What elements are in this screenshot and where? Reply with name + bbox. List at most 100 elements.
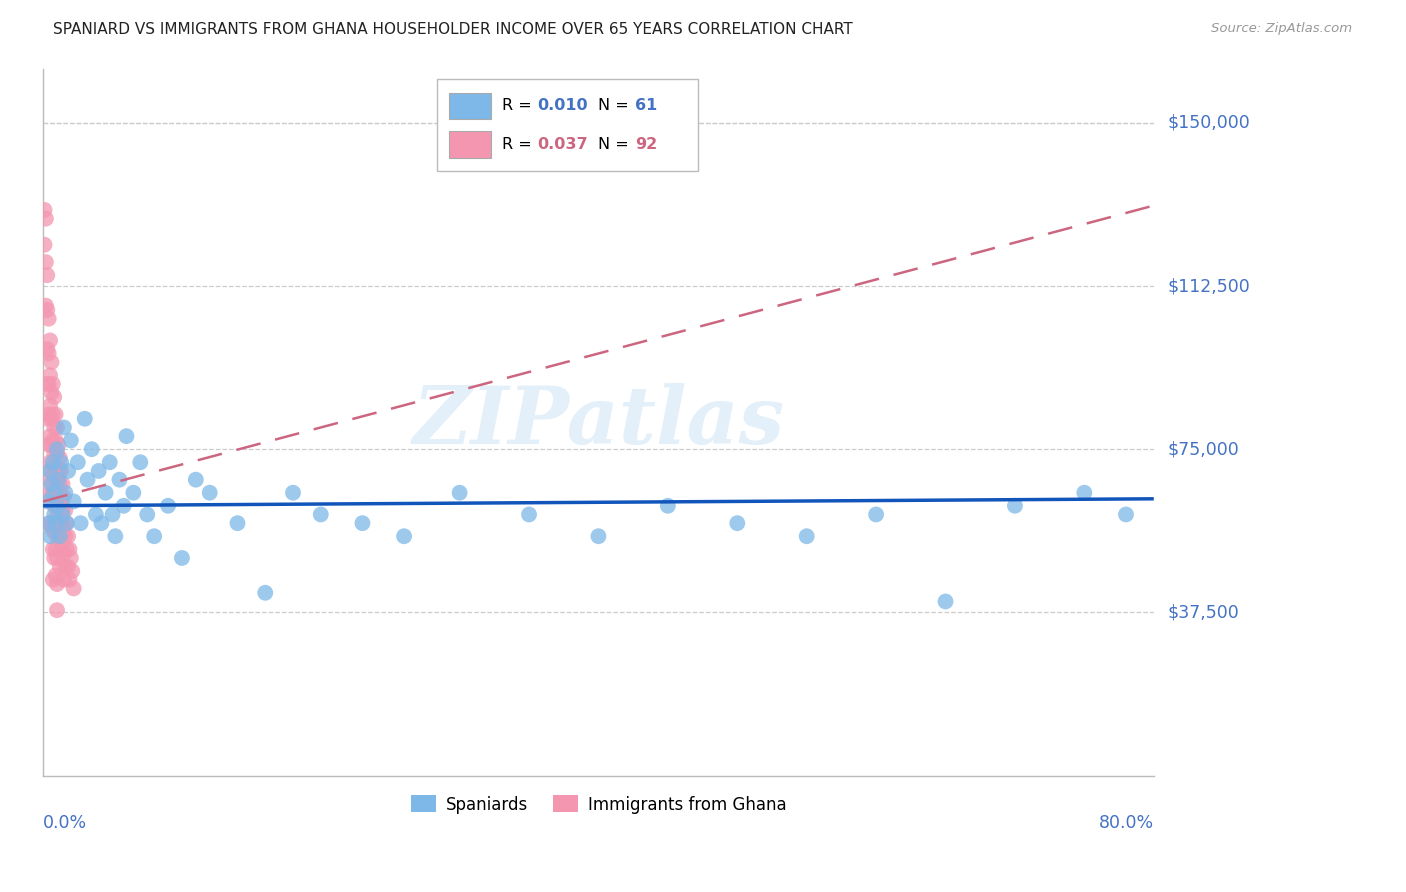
Point bbox=[42, 485, 65, 500]
Point bbox=[53, 529, 76, 543]
Point bbox=[352, 516, 374, 531]
Point bbox=[112, 499, 135, 513]
Point bbox=[35, 211, 58, 226]
Point bbox=[37, 268, 59, 282]
Point bbox=[254, 586, 277, 600]
Point bbox=[136, 508, 159, 522]
Text: $150,000: $150,000 bbox=[1167, 114, 1250, 132]
Point bbox=[49, 477, 72, 491]
Point bbox=[37, 342, 59, 356]
Text: N =: N = bbox=[599, 137, 634, 153]
Point bbox=[45, 568, 67, 582]
Point bbox=[281, 485, 304, 500]
Point bbox=[35, 299, 58, 313]
Point bbox=[35, 255, 58, 269]
Point bbox=[48, 473, 70, 487]
Point bbox=[60, 564, 83, 578]
Text: 0.010: 0.010 bbox=[537, 98, 588, 113]
Point bbox=[157, 499, 180, 513]
Point bbox=[76, 473, 98, 487]
Point bbox=[184, 473, 207, 487]
Point bbox=[104, 529, 127, 543]
Text: $37,500: $37,500 bbox=[1167, 603, 1240, 622]
Point bbox=[66, 455, 89, 469]
Point bbox=[865, 508, 887, 522]
FancyBboxPatch shape bbox=[449, 131, 491, 158]
Point bbox=[58, 573, 80, 587]
Point bbox=[42, 376, 65, 391]
Point bbox=[51, 464, 73, 478]
Point bbox=[37, 303, 59, 318]
Point bbox=[129, 455, 152, 469]
Point bbox=[51, 516, 73, 531]
Text: N =: N = bbox=[599, 98, 634, 113]
Point bbox=[42, 542, 65, 557]
Point bbox=[46, 473, 69, 487]
Text: Source: ZipAtlas.com: Source: ZipAtlas.com bbox=[1212, 22, 1353, 36]
Point bbox=[44, 499, 66, 513]
Point bbox=[42, 459, 65, 474]
Point bbox=[55, 516, 77, 531]
Point bbox=[38, 516, 60, 531]
Point bbox=[39, 368, 62, 383]
Point bbox=[38, 438, 60, 452]
Point bbox=[55, 516, 77, 531]
Point bbox=[90, 516, 112, 531]
Point bbox=[52, 420, 75, 434]
Point bbox=[51, 490, 73, 504]
Point bbox=[52, 490, 75, 504]
Point bbox=[449, 485, 471, 500]
Point bbox=[62, 494, 84, 508]
Point bbox=[49, 559, 72, 574]
Point bbox=[392, 529, 415, 543]
Point bbox=[38, 408, 60, 422]
Point bbox=[796, 529, 818, 543]
Text: 92: 92 bbox=[636, 137, 658, 153]
Point bbox=[41, 438, 63, 452]
Point bbox=[44, 473, 66, 487]
Point bbox=[45, 434, 67, 448]
Point bbox=[1004, 499, 1026, 513]
Point bbox=[44, 446, 66, 460]
Point bbox=[39, 334, 62, 348]
Point bbox=[37, 411, 59, 425]
Point bbox=[39, 516, 62, 531]
Point bbox=[45, 459, 67, 474]
Point bbox=[98, 455, 121, 469]
Point bbox=[198, 485, 221, 500]
Point bbox=[45, 485, 67, 500]
Point bbox=[34, 237, 56, 252]
Point bbox=[46, 442, 69, 457]
Point bbox=[42, 516, 65, 531]
Point bbox=[226, 516, 249, 531]
Point bbox=[725, 516, 748, 531]
Point bbox=[51, 455, 73, 469]
Point bbox=[59, 551, 82, 566]
Point bbox=[41, 385, 63, 400]
Text: ZIPatlas: ZIPatlas bbox=[412, 384, 785, 461]
Point bbox=[108, 473, 131, 487]
Text: R =: R = bbox=[502, 137, 537, 153]
Point bbox=[44, 551, 66, 566]
Point bbox=[48, 516, 70, 531]
Point bbox=[46, 529, 69, 543]
Point bbox=[143, 529, 166, 543]
Point bbox=[46, 420, 69, 434]
Text: 61: 61 bbox=[636, 98, 658, 113]
Point bbox=[52, 547, 75, 561]
Point bbox=[42, 455, 65, 469]
Point bbox=[39, 399, 62, 413]
Point bbox=[51, 529, 73, 543]
Point bbox=[41, 494, 63, 508]
Point bbox=[56, 464, 79, 478]
Point bbox=[41, 477, 63, 491]
Point bbox=[1073, 485, 1095, 500]
Point bbox=[39, 429, 62, 443]
Point bbox=[42, 434, 65, 448]
Point bbox=[56, 529, 79, 543]
Point bbox=[46, 499, 69, 513]
Point bbox=[115, 429, 138, 443]
Point bbox=[51, 477, 73, 491]
Point bbox=[44, 485, 66, 500]
Point bbox=[37, 376, 59, 391]
